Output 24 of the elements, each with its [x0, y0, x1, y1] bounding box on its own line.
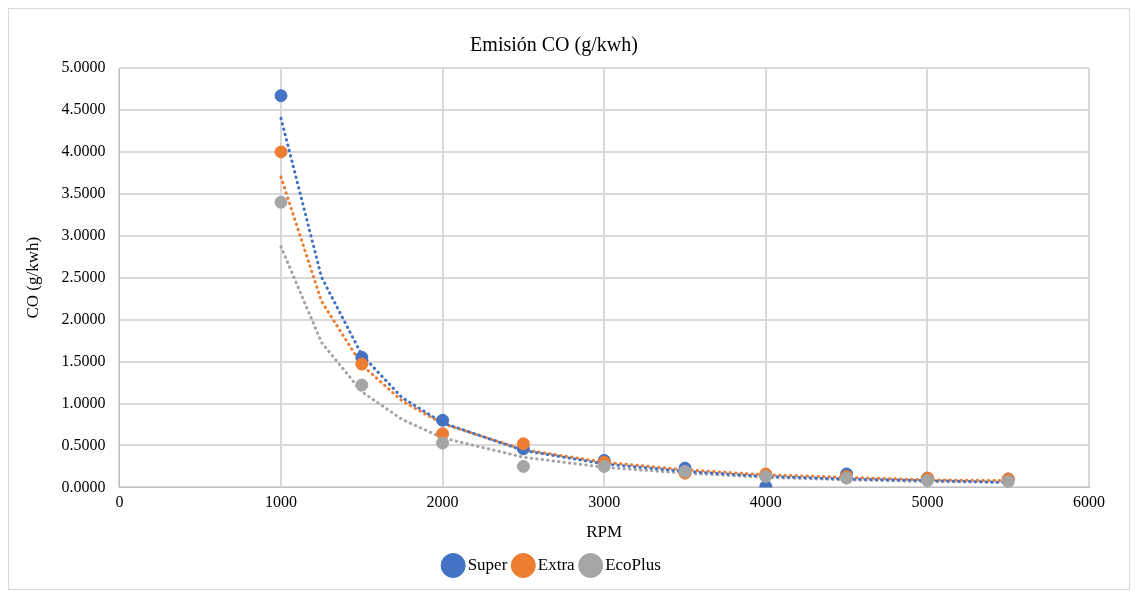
x-axis-title: RPM	[586, 522, 623, 542]
y-tick-label: 3.5000	[61, 184, 106, 202]
y-tick-label: 4.0000	[61, 142, 106, 160]
x-tick-label: 6000	[1073, 493, 1105, 511]
x-tick-label: 3000	[588, 493, 621, 511]
y-tick-label: 1.0000	[61, 393, 106, 411]
y-tick-label: 1.5000	[61, 351, 106, 369]
x-tick-label: 2000	[426, 493, 459, 511]
y-tick-label: 2.0000	[61, 309, 106, 327]
legend-label: Super	[467, 554, 508, 574]
y-tick-label: 0.5000	[61, 435, 106, 453]
legend-label: Extra	[537, 554, 576, 574]
x-tick-label: 0	[115, 493, 124, 511]
y-tick-label: 0.0000	[61, 477, 106, 495]
y-tick-label: 3.0000	[61, 225, 106, 243]
x-tick-label: 4000	[749, 493, 782, 511]
legend-label: EcoPlus	[605, 554, 661, 574]
chart-title: Emisión CO (g/kwh)	[470, 33, 638, 57]
x-tick-label: 1000	[265, 493, 297, 511]
y-axis-title: CO (g/kwh)	[22, 236, 42, 319]
x-tick-label: 5000	[911, 493, 944, 511]
y-tick-label: 4.5000	[61, 100, 106, 118]
y-tick-label: 5.0000	[61, 58, 106, 76]
y-tick-label: 2.5000	[61, 267, 106, 285]
